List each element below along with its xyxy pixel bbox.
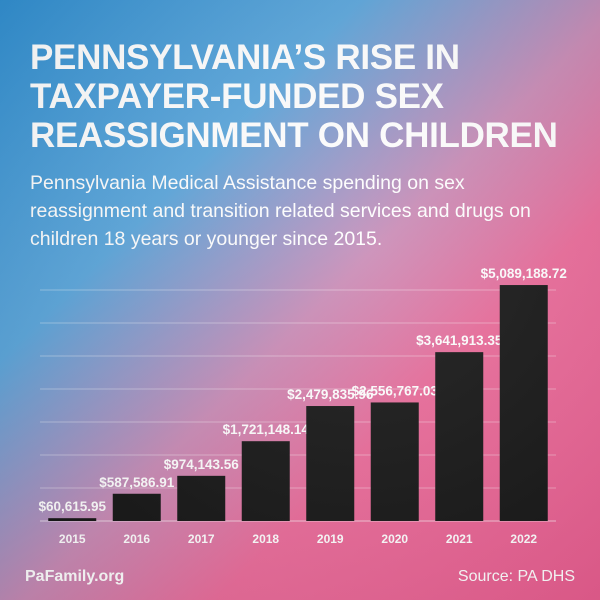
value-label-2019: $2,479,835.96 <box>287 387 374 402</box>
bar-2015 <box>48 518 97 521</box>
x-tick-label-2018: 2018 <box>252 532 279 546</box>
bar-2018 <box>241 441 290 521</box>
page-title: PENNSYLVANIA’S RISE IN TAXPAYER-FUNDED S… <box>30 38 558 155</box>
value-label-2020: $2,556,767.03 <box>352 383 439 398</box>
bar-2021 <box>435 352 484 521</box>
bar-chart: $60,615.95 2015 $587,586.91 2016 $974,143.56… <box>38 266 567 546</box>
value-label-2017: $974,143.56 <box>164 457 240 472</box>
x-tick-label-2017: 2017 <box>188 532 215 546</box>
bar-2016 <box>112 493 161 521</box>
x-tick-label-2015: 2015 <box>59 532 86 546</box>
value-label-2016: $587,586.91 <box>99 475 175 490</box>
value-label-2021: $3,641,913.35 <box>416 333 503 348</box>
value-label-2018: $1,721,148.14 <box>223 422 310 437</box>
x-tick-label-2019: 2019 <box>317 532 344 546</box>
bar-2022 <box>499 285 548 521</box>
x-tick-label-2022: 2022 <box>510 532 537 546</box>
page-subtitle: Pennsylvania Medical Assistance spending… <box>30 172 531 250</box>
x-tick-label-2021: 2021 <box>446 532 473 546</box>
brand-label[interactable]: PaFamily.org <box>25 568 125 585</box>
x-tick-label-2020: 2020 <box>381 532 408 546</box>
bar-2017 <box>177 475 226 521</box>
bar-2020 <box>370 402 419 521</box>
bar-2019 <box>306 406 355 521</box>
value-label-2015: $60,615.95 <box>38 499 106 514</box>
x-tick-label-2016: 2016 <box>123 532 150 546</box>
value-label-2022: $5,089,188.72 <box>481 266 567 281</box>
source-label: Source: PA DHS <box>457 568 575 585</box>
